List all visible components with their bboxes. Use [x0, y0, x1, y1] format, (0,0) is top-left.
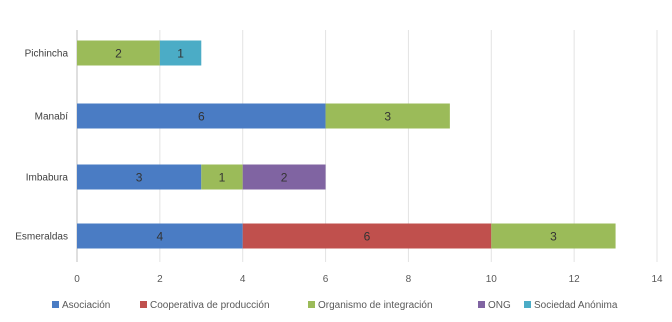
bar-value-label: 3: [136, 171, 143, 185]
legend-swatch: [308, 301, 315, 308]
category-label: Esmeraldas: [15, 232, 68, 243]
category-label: Imbabura: [26, 173, 69, 184]
legend: Asociación Cooperativa de producción Organ…: [52, 300, 618, 311]
bar-value-label: 6: [364, 230, 371, 244]
category-label: Manabí: [35, 112, 69, 123]
x-tick-label: 6: [323, 274, 329, 285]
legend-label: Cooperativa de producción: [150, 300, 270, 311]
legend-swatch: [524, 301, 531, 308]
x-tick-label: 10: [486, 274, 498, 285]
bar-segment: [325, 103, 450, 129]
bar-segment: [77, 223, 243, 249]
bar-value-label: 3: [384, 110, 391, 124]
legend-label: Sociedad Anónima: [534, 300, 618, 311]
category-labels: Pichincha Manabí Imbabura Esmeraldas: [15, 49, 68, 243]
legend-label: ONG: [488, 300, 511, 311]
category-label: Pichincha: [25, 49, 69, 60]
bar-data-labels: 2 1 6 3 3 1 2 4 6 3: [115, 47, 557, 244]
x-tick-label: 0: [74, 274, 80, 285]
bar-segment: [201, 164, 243, 190]
legend-label: Asociación: [62, 300, 110, 311]
bar-segment: [242, 223, 492, 249]
legend-swatch: [52, 301, 59, 308]
legend-swatch: [140, 301, 147, 308]
bar-value-label: 1: [177, 47, 184, 61]
legend-label: Organismo de integración: [318, 300, 433, 311]
bar-segment: [491, 223, 616, 249]
x-tick-label: 2: [157, 274, 163, 285]
bar-segment: [242, 164, 326, 190]
bar-value-label: 4: [157, 230, 164, 244]
grid-lines: [159, 30, 658, 262]
x-tick-label: 4: [240, 274, 246, 285]
bar-value-label: 2: [281, 171, 288, 185]
bar-segment: [77, 103, 326, 129]
x-tick-label: 14: [651, 274, 663, 285]
bars: [77, 40, 616, 249]
bar-segment: [77, 40, 160, 66]
x-tick-labels: 0 2 4 6 8 10 12 14: [74, 274, 663, 285]
legend-swatch: [478, 301, 485, 308]
x-tick-label: 12: [569, 274, 581, 285]
bar-segment: [159, 40, 202, 66]
x-tick-label: 8: [406, 274, 412, 285]
bar-value-label: 3: [550, 230, 557, 244]
bar-value-label: 6: [198, 110, 205, 124]
bar-value-label: 1: [219, 171, 226, 185]
bar-segment: [77, 164, 202, 190]
bar-value-label: 2: [115, 47, 122, 61]
